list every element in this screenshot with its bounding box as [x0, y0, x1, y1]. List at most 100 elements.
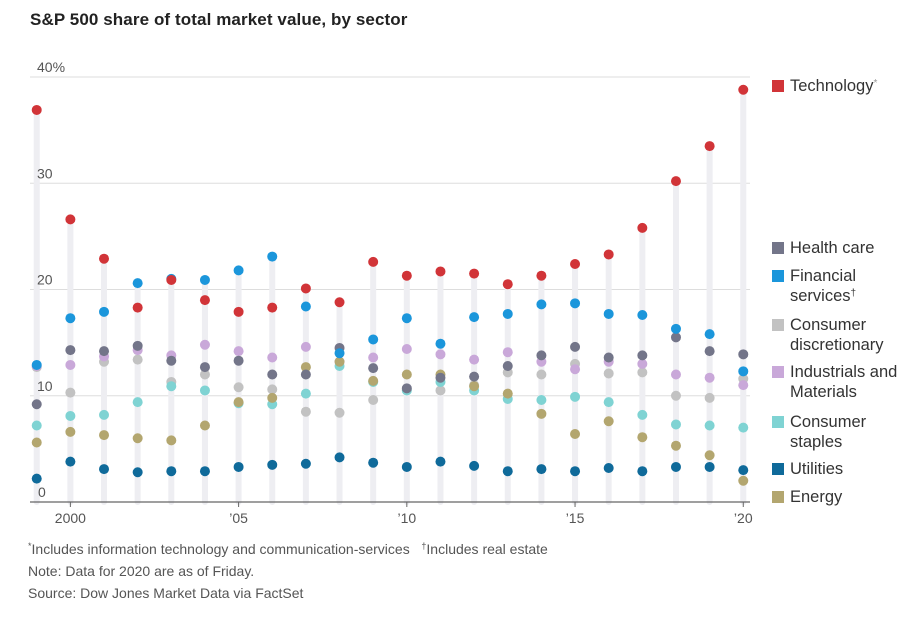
- point-health-care: [536, 350, 547, 361]
- point-industrials-and-materials: [435, 349, 446, 360]
- point-utilities: [536, 464, 547, 475]
- point-technology: [31, 104, 42, 115]
- legend-label: Consumer discretionary: [790, 316, 884, 354]
- point-health-care: [502, 361, 513, 371]
- point-consumer-discretionary: [368, 395, 379, 405]
- point-industrials-and-materials: [65, 359, 76, 370]
- point-technology: [738, 84, 749, 95]
- point-energy: [469, 381, 480, 392]
- point-industrials-and-materials: [670, 369, 681, 380]
- point-utilities: [233, 461, 244, 472]
- point-industrials-and-materials: [233, 346, 244, 357]
- point-energy: [334, 356, 345, 367]
- point-technology: [132, 302, 143, 313]
- point-energy: [99, 430, 110, 441]
- point-financial-services: [199, 274, 210, 285]
- footnote-marker-dagger: †: [421, 541, 427, 551]
- x-tick-label: ’05: [229, 510, 248, 526]
- point-utilities: [334, 452, 345, 463]
- point-consumer-staples: [603, 397, 614, 408]
- point-financial-services: [570, 298, 581, 309]
- y-tick-label: 30: [37, 165, 53, 181]
- point-utilities: [99, 464, 110, 475]
- point-technology: [502, 279, 513, 290]
- point-technology: [603, 249, 614, 260]
- point-financial-services: [233, 265, 244, 276]
- point-health-care: [166, 355, 177, 366]
- footnote-source: Source: Dow Jones Market Data via FactSe…: [28, 585, 304, 601]
- point-financial-services: [637, 310, 648, 320]
- footnote-line-1: *Includes information technology and com…: [28, 541, 548, 557]
- legend-label: Technology*: [790, 77, 878, 95]
- point-utilities: [502, 466, 513, 477]
- point-consumer-staples: [637, 409, 648, 420]
- point-utilities: [738, 465, 749, 476]
- legend-item: Technology*: [772, 76, 915, 96]
- point-technology: [570, 259, 581, 269]
- point-energy: [603, 416, 614, 427]
- point-consumer-discretionary: [603, 368, 614, 379]
- legend-item: Consumer discretionary: [772, 315, 915, 355]
- point-financial-services: [603, 308, 614, 319]
- point-utilities: [166, 466, 177, 477]
- x-tick-label: ’15: [566, 510, 585, 526]
- point-utilities: [267, 459, 278, 470]
- point-technology: [99, 253, 110, 264]
- point-energy: [65, 426, 76, 437]
- point-consumer-discretionary: [233, 382, 244, 393]
- point-consumer-staples: [166, 381, 177, 392]
- x-tick-label: ’20: [734, 510, 753, 526]
- legend-item: Health care: [772, 238, 915, 258]
- point-industrials-and-materials: [637, 358, 648, 369]
- point-consumer-discretionary: [670, 390, 681, 401]
- point-utilities: [65, 456, 76, 467]
- point-consumer-discretionary: [536, 369, 547, 380]
- point-consumer-staples: [65, 410, 76, 421]
- point-utilities: [570, 466, 581, 477]
- point-utilities: [603, 463, 614, 473]
- point-utilities: [368, 457, 379, 468]
- point-financial-services: [670, 323, 681, 334]
- y-tick-label: 40%: [37, 59, 65, 75]
- y-tick-label: 0: [38, 484, 46, 500]
- point-energy: [536, 408, 547, 419]
- point-technology: [469, 268, 480, 279]
- point-health-care: [603, 352, 614, 363]
- point-health-care: [670, 332, 681, 343]
- point-technology: [637, 222, 648, 233]
- point-technology: [65, 214, 76, 225]
- x-tick-label: ’10: [397, 510, 416, 526]
- point-industrials-and-materials: [401, 344, 412, 354]
- legend-swatch: [772, 270, 784, 282]
- point-financial-services: [300, 301, 311, 312]
- point-consumer-discretionary: [704, 392, 715, 403]
- point-energy: [233, 397, 244, 408]
- footnote-note: Note: Data for 2020 are as of Friday.: [28, 563, 255, 579]
- legend-item: Industrials and Materials: [772, 362, 915, 402]
- point-health-care: [401, 383, 412, 394]
- point-consumer-discretionary: [300, 406, 311, 417]
- point-energy: [401, 369, 412, 380]
- point-technology: [368, 256, 379, 267]
- point-energy: [637, 432, 648, 443]
- point-technology: [300, 283, 311, 294]
- legend-marker: *: [873, 78, 878, 89]
- point-health-care: [233, 355, 244, 366]
- point-utilities: [132, 467, 143, 478]
- point-consumer-staples: [300, 388, 311, 399]
- point-consumer-staples: [536, 395, 547, 405]
- point-health-care: [132, 340, 143, 351]
- point-health-care: [99, 346, 110, 357]
- gridlines: [30, 76, 750, 397]
- point-energy: [704, 450, 715, 461]
- point-financial-services: [267, 251, 278, 262]
- point-consumer-discretionary: [199, 369, 210, 380]
- point-utilities: [637, 466, 648, 477]
- point-financial-services: [704, 329, 715, 340]
- point-consumer-discretionary: [267, 384, 278, 395]
- point-financial-services: [536, 299, 547, 310]
- point-industrials-and-materials: [502, 347, 513, 358]
- point-industrials-and-materials: [469, 354, 480, 365]
- point-industrials-and-materials: [738, 380, 749, 391]
- footnote-technology: Includes information technology and comm…: [31, 541, 410, 557]
